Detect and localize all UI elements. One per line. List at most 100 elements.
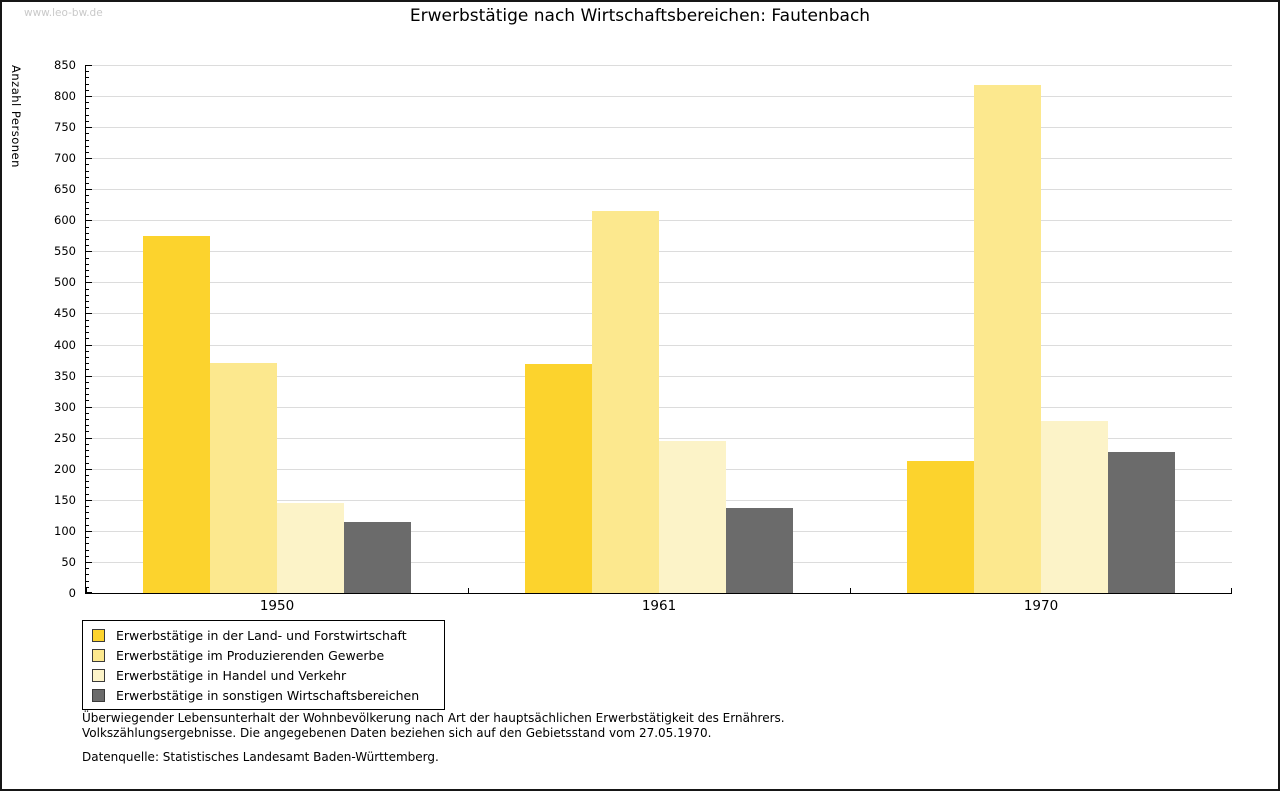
y-minor-tick bbox=[86, 400, 89, 401]
y-minor-tick bbox=[86, 115, 89, 116]
bar-1961-series-0 bbox=[525, 364, 592, 593]
y-minor-tick bbox=[86, 463, 89, 464]
y-minor-tick bbox=[86, 227, 89, 228]
y-major-tick bbox=[86, 376, 92, 377]
legend-box: Erwerbstätige in der Land- und Forstwirt… bbox=[82, 620, 445, 710]
y-minor-tick bbox=[86, 258, 89, 259]
footnote-line2: Volkszählungsergebnisse. Die angegebenen… bbox=[82, 726, 712, 740]
y-tick-label: 0 bbox=[68, 586, 76, 600]
y-minor-tick bbox=[86, 382, 89, 383]
y-minor-tick bbox=[86, 481, 89, 482]
y-minor-tick bbox=[86, 450, 89, 451]
legend-item-3: Erwerbstätige in sonstigen Wirtschaftsbe… bbox=[92, 685, 440, 705]
y-minor-tick bbox=[86, 419, 89, 420]
legend-label: Erwerbstätige in Handel und Verkehr bbox=[116, 667, 347, 683]
y-tick-label: 100 bbox=[54, 524, 76, 538]
legend-label: Erwerbstätige in der Land- und Forstwirt… bbox=[116, 627, 407, 643]
legend-item-1: Erwerbstätige im Produzierenden Gewerbe bbox=[92, 645, 440, 665]
y-minor-tick bbox=[86, 587, 89, 588]
y-minor-tick bbox=[86, 146, 89, 147]
y-axis-title: Anzahl Personen bbox=[9, 65, 23, 168]
gridline bbox=[86, 127, 1232, 128]
y-minor-tick bbox=[86, 102, 89, 103]
footnote-line1: Überwiegender Lebensunterhalt der Wohnbe… bbox=[82, 711, 785, 725]
y-minor-tick bbox=[86, 84, 89, 85]
legend-item-0: Erwerbstätige in der Land- und Forstwirt… bbox=[92, 625, 440, 645]
y-minor-tick bbox=[86, 388, 89, 389]
y-minor-tick bbox=[86, 425, 89, 426]
y-tick-label: 350 bbox=[54, 369, 76, 383]
y-minor-tick bbox=[86, 363, 89, 364]
bar-1970-series-1 bbox=[974, 85, 1041, 593]
x-boundary-tick bbox=[468, 588, 469, 593]
y-major-tick bbox=[86, 407, 92, 408]
y-major-tick bbox=[86, 189, 92, 190]
y-minor-tick bbox=[86, 177, 89, 178]
bar-1950-series-0 bbox=[143, 236, 210, 593]
bar-1950-series-1 bbox=[210, 363, 277, 593]
y-tick-label: 500 bbox=[54, 275, 76, 289]
y-tick-label: 250 bbox=[54, 431, 76, 445]
y-minor-tick bbox=[86, 332, 89, 333]
y-minor-tick bbox=[86, 108, 89, 109]
y-minor-tick bbox=[86, 214, 89, 215]
y-minor-tick bbox=[86, 369, 89, 370]
y-minor-tick bbox=[86, 77, 89, 78]
gridline bbox=[86, 220, 1232, 221]
y-minor-tick bbox=[86, 394, 89, 395]
y-minor-tick bbox=[86, 289, 89, 290]
bar-1950-series-2 bbox=[277, 503, 344, 593]
y-minor-tick bbox=[86, 444, 89, 445]
y-major-tick bbox=[86, 65, 92, 66]
y-minor-tick bbox=[86, 195, 89, 196]
watermark: www.leo-bw.de bbox=[24, 7, 103, 19]
y-minor-tick bbox=[86, 543, 89, 544]
legend-label: Erwerbstätige im Produzierenden Gewerbe bbox=[116, 647, 385, 663]
y-minor-tick bbox=[86, 413, 89, 414]
y-minor-tick bbox=[86, 351, 89, 352]
y-minor-tick bbox=[86, 494, 89, 495]
y-minor-tick bbox=[86, 270, 89, 271]
y-tick-label: 650 bbox=[54, 182, 76, 196]
gridline bbox=[86, 345, 1232, 346]
legend-item-2: Erwerbstätige in Handel und Verkehr bbox=[92, 665, 440, 685]
footnote: Überwiegender Lebensunterhalt der Wohnbe… bbox=[82, 711, 785, 741]
y-minor-tick bbox=[86, 152, 89, 153]
y-minor-tick bbox=[86, 475, 89, 476]
y-minor-tick bbox=[86, 71, 89, 72]
y-minor-tick bbox=[86, 556, 89, 557]
gridline bbox=[86, 313, 1232, 314]
y-minor-tick bbox=[86, 171, 89, 172]
y-tick-label: 150 bbox=[54, 493, 76, 507]
gridline bbox=[86, 65, 1232, 66]
chart-title: Erwerbstätige nach Wirtschaftsbereichen:… bbox=[409, 6, 871, 26]
y-minor-tick bbox=[86, 140, 89, 141]
gridline bbox=[86, 189, 1232, 190]
plot-area: 0 50 100 150 200 250 300 350 400 450 500 550 600 650 7… bbox=[54, 58, 1232, 614]
y-minor-tick bbox=[86, 121, 89, 122]
category-label: 1961 bbox=[641, 598, 677, 614]
y-tick-label: 450 bbox=[54, 306, 76, 320]
y-minor-tick bbox=[86, 208, 89, 209]
y-minor-tick bbox=[86, 133, 89, 134]
y-minor-tick bbox=[86, 264, 89, 265]
y-minor-tick bbox=[86, 456, 89, 457]
bar-1961-series-3 bbox=[726, 508, 793, 593]
y-minor-tick bbox=[86, 301, 89, 302]
y-major-tick bbox=[86, 313, 92, 314]
y-minor-tick bbox=[86, 245, 89, 246]
y-major-tick bbox=[86, 158, 92, 159]
y-major-tick bbox=[86, 562, 92, 563]
y-tick-label: 50 bbox=[61, 555, 76, 569]
bar-1961-series-2 bbox=[659, 441, 726, 593]
y-tick-label: 200 bbox=[54, 462, 76, 476]
y-major-tick bbox=[86, 531, 92, 532]
y-minor-tick bbox=[86, 574, 89, 575]
y-tick-label: 700 bbox=[54, 151, 76, 165]
y-tick-label: 800 bbox=[54, 89, 76, 103]
y-major-tick bbox=[86, 96, 92, 97]
y-minor-tick bbox=[86, 307, 89, 308]
gridline bbox=[86, 158, 1232, 159]
y-minor-tick bbox=[86, 506, 89, 507]
